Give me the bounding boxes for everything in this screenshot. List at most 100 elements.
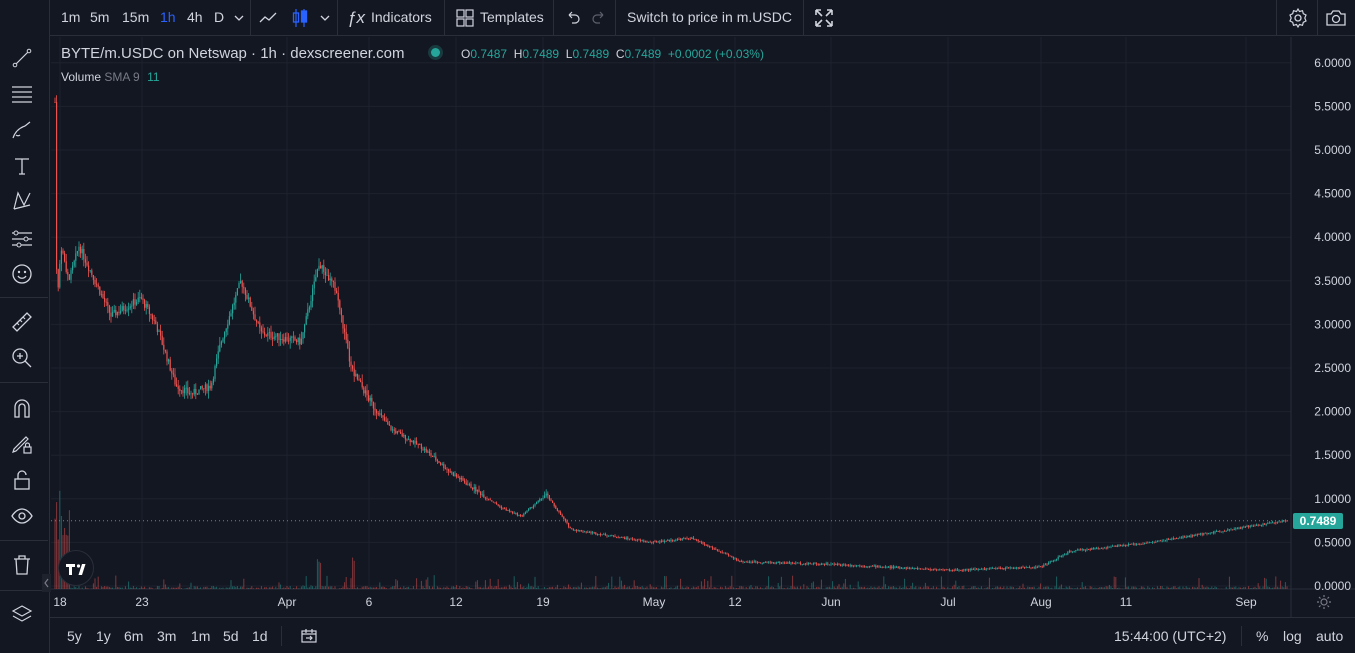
volume-bar xyxy=(1187,587,1189,589)
range-1m[interactable]: 1m xyxy=(191,628,211,644)
volume-bar xyxy=(489,578,491,589)
candle-body xyxy=(947,569,949,571)
fib-retracement-icon[interactable] xyxy=(10,82,34,106)
auto-toggle[interactable]: auto xyxy=(1316,628,1344,644)
volume-bar xyxy=(745,587,747,589)
volume-bar xyxy=(1097,587,1099,589)
ohlc-values: O0.7487 H0.7489 L0.7489 C0.7489 +0.0002 … xyxy=(461,47,764,61)
range-3m[interactable]: 3m xyxy=(157,628,177,644)
volume-bar xyxy=(641,586,643,589)
volume-bar xyxy=(1196,587,1198,589)
settings-gear-icon[interactable] xyxy=(1286,6,1310,30)
interval-15m[interactable]: 15m xyxy=(122,9,150,25)
brush-icon[interactable] xyxy=(10,118,34,142)
range-6m[interactable]: 6m xyxy=(124,628,144,644)
templates-grid-icon[interactable] xyxy=(453,6,477,30)
volume-bar xyxy=(75,587,77,589)
volume-bar xyxy=(1017,587,1019,589)
trend-line-icon[interactable] xyxy=(10,46,34,70)
redo-icon[interactable] xyxy=(588,6,612,30)
prediction-icon[interactable] xyxy=(10,227,34,251)
candle-body xyxy=(673,540,675,542)
range-5y[interactable]: 5y xyxy=(67,628,82,644)
candle-body xyxy=(462,477,464,481)
candle-body xyxy=(600,533,602,536)
volume-bar xyxy=(1107,586,1109,589)
volume-bar xyxy=(1030,587,1032,589)
log-toggle[interactable]: log xyxy=(1283,628,1302,644)
price-chart[interactable]: 6.00005.50005.00004.50004.00003.50003.00… xyxy=(51,37,1355,617)
volume-bar xyxy=(164,584,166,589)
volume-bar xyxy=(569,586,571,589)
interval-chevron-down-icon[interactable] xyxy=(232,11,246,25)
candle-body xyxy=(1246,526,1248,528)
lock-drawing-icon[interactable] xyxy=(10,432,34,456)
candle-body xyxy=(96,283,98,285)
candle-body xyxy=(904,567,906,569)
volume-bar xyxy=(628,586,630,589)
interval-d[interactable]: D xyxy=(214,9,225,25)
candle-body xyxy=(328,275,330,281)
ruler-icon[interactable] xyxy=(10,310,34,334)
volume-bar xyxy=(585,587,587,589)
volume-legend[interactable]: Volume SMA 9 11 xyxy=(61,70,160,84)
volume-bar xyxy=(321,586,323,589)
percent-toggle[interactable]: % xyxy=(1256,628,1269,644)
candle-body xyxy=(1057,556,1059,559)
axis-settings-icon[interactable] xyxy=(1317,595,1331,609)
candle-body xyxy=(665,541,667,542)
volume-bar xyxy=(886,588,888,589)
magnet-icon[interactable] xyxy=(10,396,34,420)
volume-bar xyxy=(483,587,485,589)
unlock-icon[interactable] xyxy=(10,468,34,492)
line-chart-icon[interactable] xyxy=(257,6,281,30)
text-tool-icon[interactable] xyxy=(10,154,34,178)
candle-body xyxy=(878,566,880,568)
trash-icon[interactable] xyxy=(10,553,34,577)
candle-body xyxy=(972,569,974,570)
candle-body xyxy=(811,563,813,565)
date-range-icon[interactable] xyxy=(300,627,318,645)
volume-bar xyxy=(320,562,322,589)
candle-body xyxy=(683,538,685,540)
interval-5m[interactable]: 5m xyxy=(90,9,110,25)
fx-icon[interactable]: ƒx xyxy=(347,8,365,27)
collapse-toolbar-icon[interactable] xyxy=(42,574,51,592)
candle-body xyxy=(321,265,323,269)
candle-body xyxy=(820,563,822,565)
volume-bar xyxy=(1252,587,1254,589)
interval-1m[interactable]: 1m xyxy=(61,9,81,25)
candles-icon[interactable] xyxy=(288,6,312,30)
range-1y[interactable]: 1y xyxy=(96,628,111,644)
templates-button[interactable]: Templates xyxy=(480,9,544,25)
zoom-in-icon[interactable] xyxy=(10,346,34,370)
timezone-clock[interactable]: 15:44:00 (UTC+2) xyxy=(1114,628,1227,644)
candle-body xyxy=(1062,554,1064,557)
range-1d[interactable]: 1d xyxy=(252,628,268,644)
pattern-icon[interactable] xyxy=(10,189,34,213)
volume-bar xyxy=(1195,587,1197,589)
emoji-icon[interactable] xyxy=(10,262,34,286)
volume-bar xyxy=(440,587,442,589)
candle-body xyxy=(494,502,496,504)
range-5d[interactable]: 5d xyxy=(223,628,239,644)
fullscreen-icon[interactable] xyxy=(812,6,836,30)
undo-icon[interactable] xyxy=(560,6,584,30)
symbol-title[interactable]: BYTE/m.USDC on Netswap · 1h · dexscreene… xyxy=(61,45,405,62)
candle-body xyxy=(1075,550,1077,552)
candle-body xyxy=(881,567,883,568)
switch-price-button[interactable]: Switch to price in m.USDC xyxy=(627,9,792,25)
candle-body xyxy=(91,270,93,275)
interval-4h[interactable]: 4h xyxy=(187,9,203,25)
eye-icon[interactable] xyxy=(10,504,34,528)
object-tree-icon[interactable] xyxy=(10,603,34,627)
candle-body xyxy=(993,568,995,569)
chart-type-chevron-down-icon[interactable] xyxy=(318,11,332,25)
camera-icon[interactable] xyxy=(1324,6,1348,30)
candle-body xyxy=(569,526,571,529)
candle-body xyxy=(846,564,848,566)
indicators-button[interactable]: Indicators xyxy=(371,9,432,25)
volume-bar xyxy=(353,560,355,589)
interval-1h[interactable]: 1h xyxy=(160,9,176,25)
tradingview-logo[interactable] xyxy=(58,550,94,586)
